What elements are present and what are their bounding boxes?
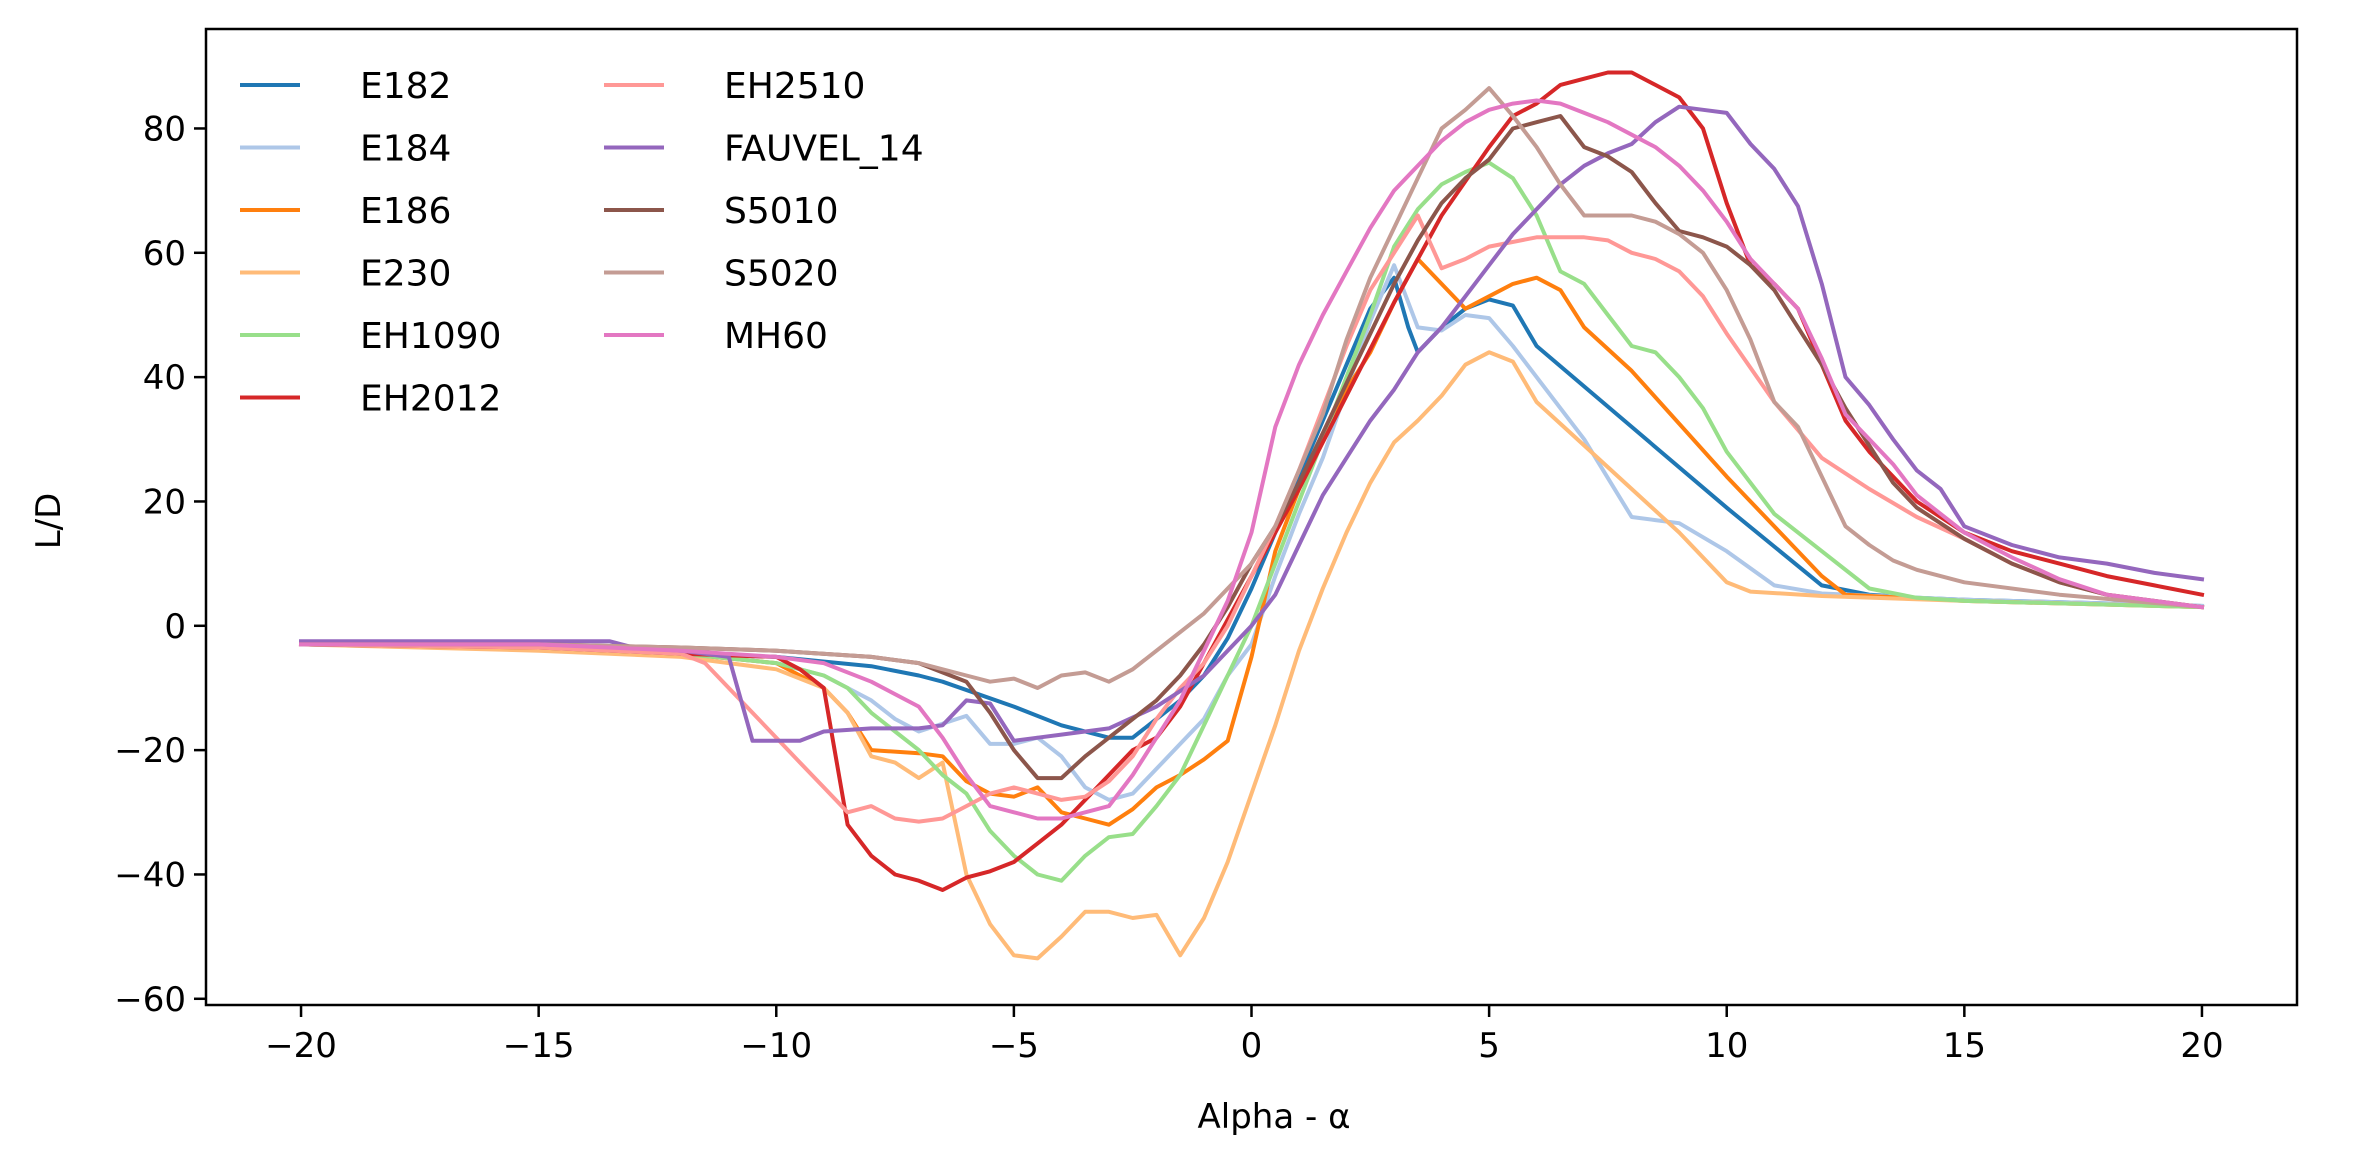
y-tick-label: 0 xyxy=(164,607,186,647)
legend-label: EH2012 xyxy=(360,379,501,420)
legend-label: S5020 xyxy=(724,254,838,295)
legend-label: E186 xyxy=(360,191,451,232)
y-tick-label: −20 xyxy=(114,731,186,771)
series-line-e230 xyxy=(298,350,2205,961)
x-tick-label: −15 xyxy=(503,1026,575,1066)
series-line-fauvel-14 xyxy=(299,104,2205,743)
x-tick-label: −10 xyxy=(740,1026,812,1066)
x-tick-label: 5 xyxy=(1478,1026,1500,1066)
legend: E182 E184 E186 E230 EH1090 EH2012 EH2510 FAUVEL… xyxy=(240,66,924,420)
x-tick-label: −20 xyxy=(265,1026,337,1066)
x-tick-label: 20 xyxy=(2180,1026,2223,1066)
legend-label: E230 xyxy=(360,254,451,295)
legend-label: FAUVEL_14 xyxy=(724,129,924,170)
y-tick-label: −60 xyxy=(114,980,186,1020)
y-axis-label: L/D xyxy=(29,493,69,550)
x-tick-label: 15 xyxy=(1943,1026,1986,1066)
x-tick-label: 0 xyxy=(1241,1026,1263,1066)
series-line-eh2012 xyxy=(298,70,2205,892)
series-line-e186 xyxy=(298,257,2205,827)
legend-label: E184 xyxy=(360,129,451,170)
legend-label: EH1090 xyxy=(360,316,501,357)
series-line-eh1090 xyxy=(298,160,2205,883)
y-tick-label: 40 xyxy=(143,358,186,398)
x-axis-label: Alpha - α xyxy=(1198,1097,1351,1137)
y-axis: −60 −40 −20 0 20 40 60 80 xyxy=(114,109,206,1020)
y-tick-label: 60 xyxy=(143,234,186,274)
legend-label: MH60 xyxy=(724,316,828,357)
series-line-eh2510 xyxy=(298,213,2205,824)
y-tick-label: 80 xyxy=(143,109,186,149)
series-line-mh60 xyxy=(299,98,2205,821)
y-tick-label: −40 xyxy=(114,855,186,895)
legend-label: S5010 xyxy=(724,191,838,232)
x-tick-label: −5 xyxy=(989,1026,1039,1066)
y-tick-label: 20 xyxy=(143,482,186,522)
series-layer xyxy=(298,70,2205,961)
x-axis: −20 −15 −10 −5 0 5 10 15 20 xyxy=(265,1005,2224,1066)
legend-label: E182 xyxy=(360,66,451,107)
x-tick-label: 10 xyxy=(1705,1026,1748,1066)
series-line-e182 xyxy=(298,275,2205,740)
legend-label: EH2510 xyxy=(724,66,865,107)
